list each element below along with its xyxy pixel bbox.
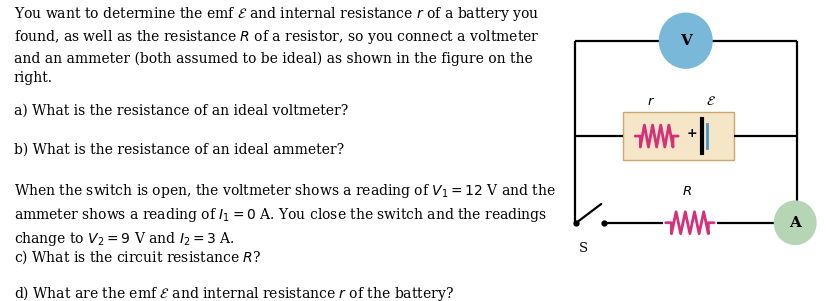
Text: You want to determine the emf $\mathcal{E}$ and internal resistance $r$ of a bat: You want to determine the emf $\mathcal{… xyxy=(14,5,539,85)
Text: a) What is the resistance of an ideal voltmeter?: a) What is the resistance of an ideal vo… xyxy=(14,104,348,118)
Text: When the switch is open, the voltmeter shows a reading of $V_1 = 12$ V and the
a: When the switch is open, the voltmeter s… xyxy=(14,182,556,248)
Text: A: A xyxy=(789,216,801,230)
Text: d) What are the emf $\mathcal{E}$ and internal resistance $r$ of the battery?: d) What are the emf $\mathcal{E}$ and in… xyxy=(14,284,453,301)
Text: V: V xyxy=(680,34,691,48)
Text: S: S xyxy=(579,241,588,255)
Text: b) What is the resistance of an ideal ammeter?: b) What is the resistance of an ideal am… xyxy=(14,143,344,157)
Text: $\mathcal{E}$: $\mathcal{E}$ xyxy=(705,95,715,108)
Circle shape xyxy=(774,201,816,244)
Text: c) What is the circuit resistance $R$?: c) What is the circuit resistance $R$? xyxy=(14,248,261,266)
Text: $r$: $r$ xyxy=(647,95,655,108)
Circle shape xyxy=(659,13,712,68)
FancyBboxPatch shape xyxy=(624,112,734,160)
Text: $R$: $R$ xyxy=(682,185,692,198)
Text: +: + xyxy=(686,127,697,140)
